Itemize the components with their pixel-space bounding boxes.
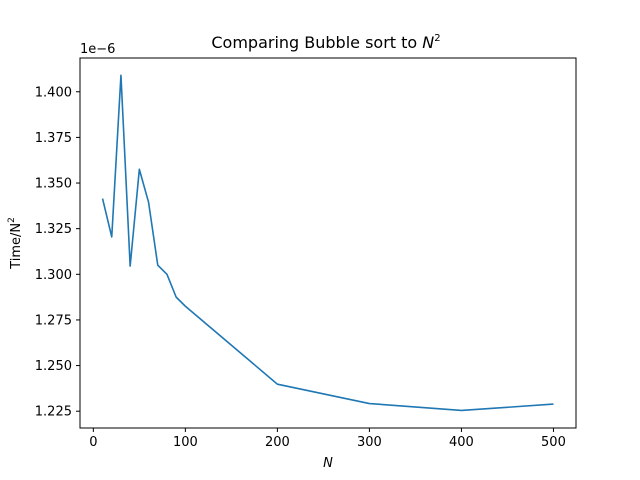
y-tick-label: 1.250	[35, 359, 72, 374]
plot-area: 0 100 200 300 400 500 1.225 1.250 1.275 1.300 1.32…	[35, 57, 577, 450]
x-tick-label: 0	[89, 435, 97, 450]
y-tick-label: 1.275	[35, 313, 72, 328]
axes-frame	[79, 57, 577, 429]
x-tick-label: 500	[541, 435, 566, 450]
y-tick-label: 1.225	[35, 405, 72, 420]
y-tick-label: 1.300	[35, 268, 72, 283]
y-tick-label: 1.400	[35, 85, 72, 100]
y-axis-offset-text: 1e−6	[80, 42, 115, 57]
series-line	[101, 74, 554, 412]
chart-title: Comparing Bubble sort to N2	[211, 33, 440, 52]
y-tick-label: 1.325	[35, 222, 72, 237]
y-axis-label: Time/N2	[7, 217, 24, 270]
x-tick-label: 300	[357, 435, 382, 450]
x-tick-label: 200	[265, 435, 290, 450]
y-tick-label: 1.350	[35, 177, 72, 192]
series-group	[101, 74, 554, 412]
y-tick-label: 1.375	[35, 131, 72, 146]
x-tick-label: 400	[449, 435, 474, 450]
x-axis-label: N	[323, 456, 333, 471]
x-tick-label: 100	[173, 435, 198, 450]
tick-group: 0 100 200 300 400 500 1.225 1.250 1.275 1.300 1.32…	[35, 85, 566, 450]
